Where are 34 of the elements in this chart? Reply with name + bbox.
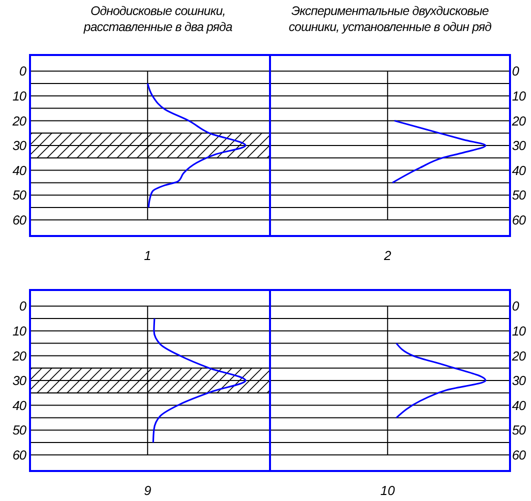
y-tick-label: 0 (19, 298, 28, 314)
chart-title: Однодисковые сошники, расставленные в два ряда (82, 4, 233, 34)
y-tick-label: 10 (512, 323, 527, 338)
y-tick-label: 60 (512, 212, 527, 228)
y-tick-label: 0 (512, 64, 520, 79)
x-axis-title: 2 (382, 248, 392, 263)
y-tick-label: 50 (12, 188, 28, 203)
y-tick-label: 10 (12, 323, 28, 338)
y-tick-label: 30 (12, 373, 28, 388)
x-axis-title: 9 (144, 483, 152, 498)
y-tick-label: 20 (511, 113, 527, 128)
y-tick-label: 10 (512, 88, 527, 104)
y-tick-label: 40 (12, 162, 28, 178)
y-tick-label: 40 (12, 398, 28, 413)
y-tick-label: 60 (12, 447, 28, 462)
y-tick-label: 40 (512, 162, 527, 178)
y-tick-label: 0 (512, 298, 520, 314)
y-tick-label: 30 (512, 138, 527, 154)
y-tick-label: 30 (512, 373, 527, 388)
y-tick-label: 50 (512, 188, 527, 203)
y-tick-label: 40 (512, 398, 527, 413)
y-tick-label: 20 (12, 348, 28, 364)
y-tick-label: 20 (12, 113, 28, 128)
y-tick-label: 0 (19, 64, 28, 79)
y-tick-label: 50 (512, 422, 527, 438)
chart-title: Экспериментальные двухдисковые сошники, установленные в один ряд (288, 4, 492, 34)
y-tick-label: 10 (12, 88, 28, 104)
y-tick-label: 30 (12, 138, 28, 154)
x-axis-title: 1 (144, 248, 152, 263)
x-axis-title: 10 (380, 483, 396, 498)
y-tick-label: 60 (12, 212, 28, 228)
y-tick-label: 20 (511, 348, 527, 364)
y-tick-label: 50 (12, 422, 28, 438)
y-tick-label: 60 (512, 447, 527, 462)
